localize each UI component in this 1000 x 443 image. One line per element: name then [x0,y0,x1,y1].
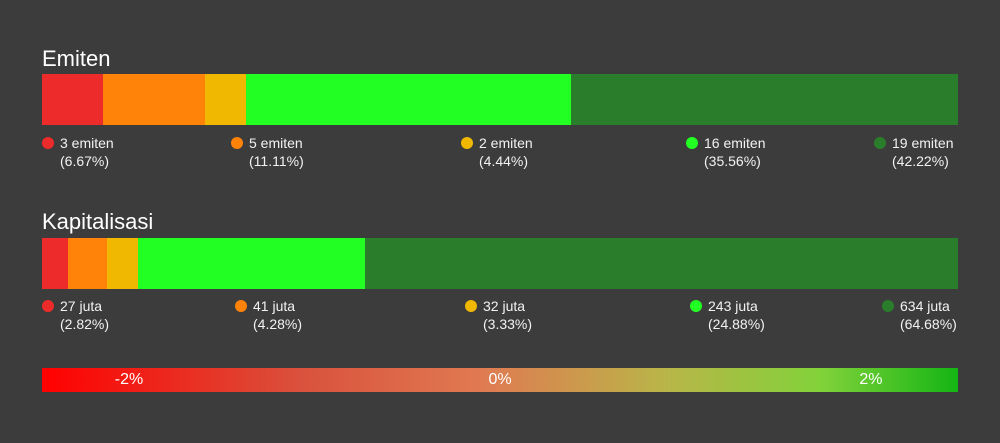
legend-label: 19 emiten [892,135,954,151]
legend-dot-icon [42,137,54,149]
legend-percent: (4.28%) [253,316,303,332]
legend-label: 5 emiten [249,135,303,151]
legend-dot-icon [231,137,243,149]
legend-dot-icon [686,137,698,149]
legend-percent: (2.82%) [60,316,110,332]
legend-item: 19 emiten (42.22%) [874,134,953,170]
legend-percent: (4.44%) [479,153,529,169]
legend-item: 41 juta (4.28%) [235,297,302,333]
legend-percent: (42.22%) [892,153,949,169]
legend-label: 634 juta [900,298,950,314]
kapitalisasi-stacked-bar [42,238,958,289]
emiten-legend: 3 emiten (6.67%) 5 emiten (11.11%) 2 emiten (… [0,134,1000,174]
emiten-title: Emiten [42,46,111,71]
change-color-scale: -2% 0% 2% [42,368,958,392]
legend-label: 3 emiten [60,135,114,151]
bar-segment [245,74,572,125]
bar-segment [42,238,68,289]
legend-dot-icon [874,137,886,149]
kapitalisasi-title: Kapitalisasi [42,209,154,234]
legend-item: 243 juta (24.88%) [690,297,765,333]
legend-dot-icon [235,300,247,312]
legend-item: 3 emiten (6.67%) [42,134,114,170]
legend-dot-icon [690,300,702,312]
bar-segment [107,238,138,289]
bar-segment [365,238,958,289]
legend-label: 32 juta [483,298,526,314]
legend-percent: (11.11%) [249,153,304,169]
legend-dot-icon [461,137,473,149]
legend-item: 16 emiten (35.56%) [686,134,765,170]
legend-dot-icon [42,300,54,312]
legend-percent: (35.56%) [704,153,761,169]
bar-segment [137,238,366,289]
legend-dot-icon [882,300,894,312]
legend-label: 27 juta [60,298,103,314]
legend-label: 2 emiten [479,135,533,151]
legend-label: 41 juta [253,298,296,314]
emiten-stacked-bar [42,74,958,125]
legend-percent: (6.67%) [60,153,110,169]
bar-segment [571,74,958,125]
legend-percent: (64.68%) [900,316,957,332]
legend-item: 2 emiten (4.44%) [461,134,533,170]
bar-segment [42,74,104,125]
legend-label: 243 juta [708,298,758,314]
scale-label-min: -2% [114,371,144,388]
legend-label: 16 emiten [704,135,766,151]
legend-percent: (3.33%) [483,316,533,332]
legend-item: 634 juta (64.68%) [882,297,957,333]
scale-label-mid: 0% [488,371,512,388]
legend-item: 27 juta (2.82%) [42,297,109,333]
kapitalisasi-legend: 27 juta (2.82%) 41 juta (4.28%) 32 juta (3.33… [0,297,1000,337]
bar-segment [67,238,108,289]
bar-segment [103,74,205,125]
scale-label-max: 2% [859,371,883,388]
bar-segment [204,74,246,125]
legend-dot-icon [465,300,477,312]
legend-item: 32 juta (3.33%) [465,297,532,333]
legend-item: 5 emiten (11.11%) [231,134,304,170]
legend-percent: (24.88%) [708,316,765,332]
